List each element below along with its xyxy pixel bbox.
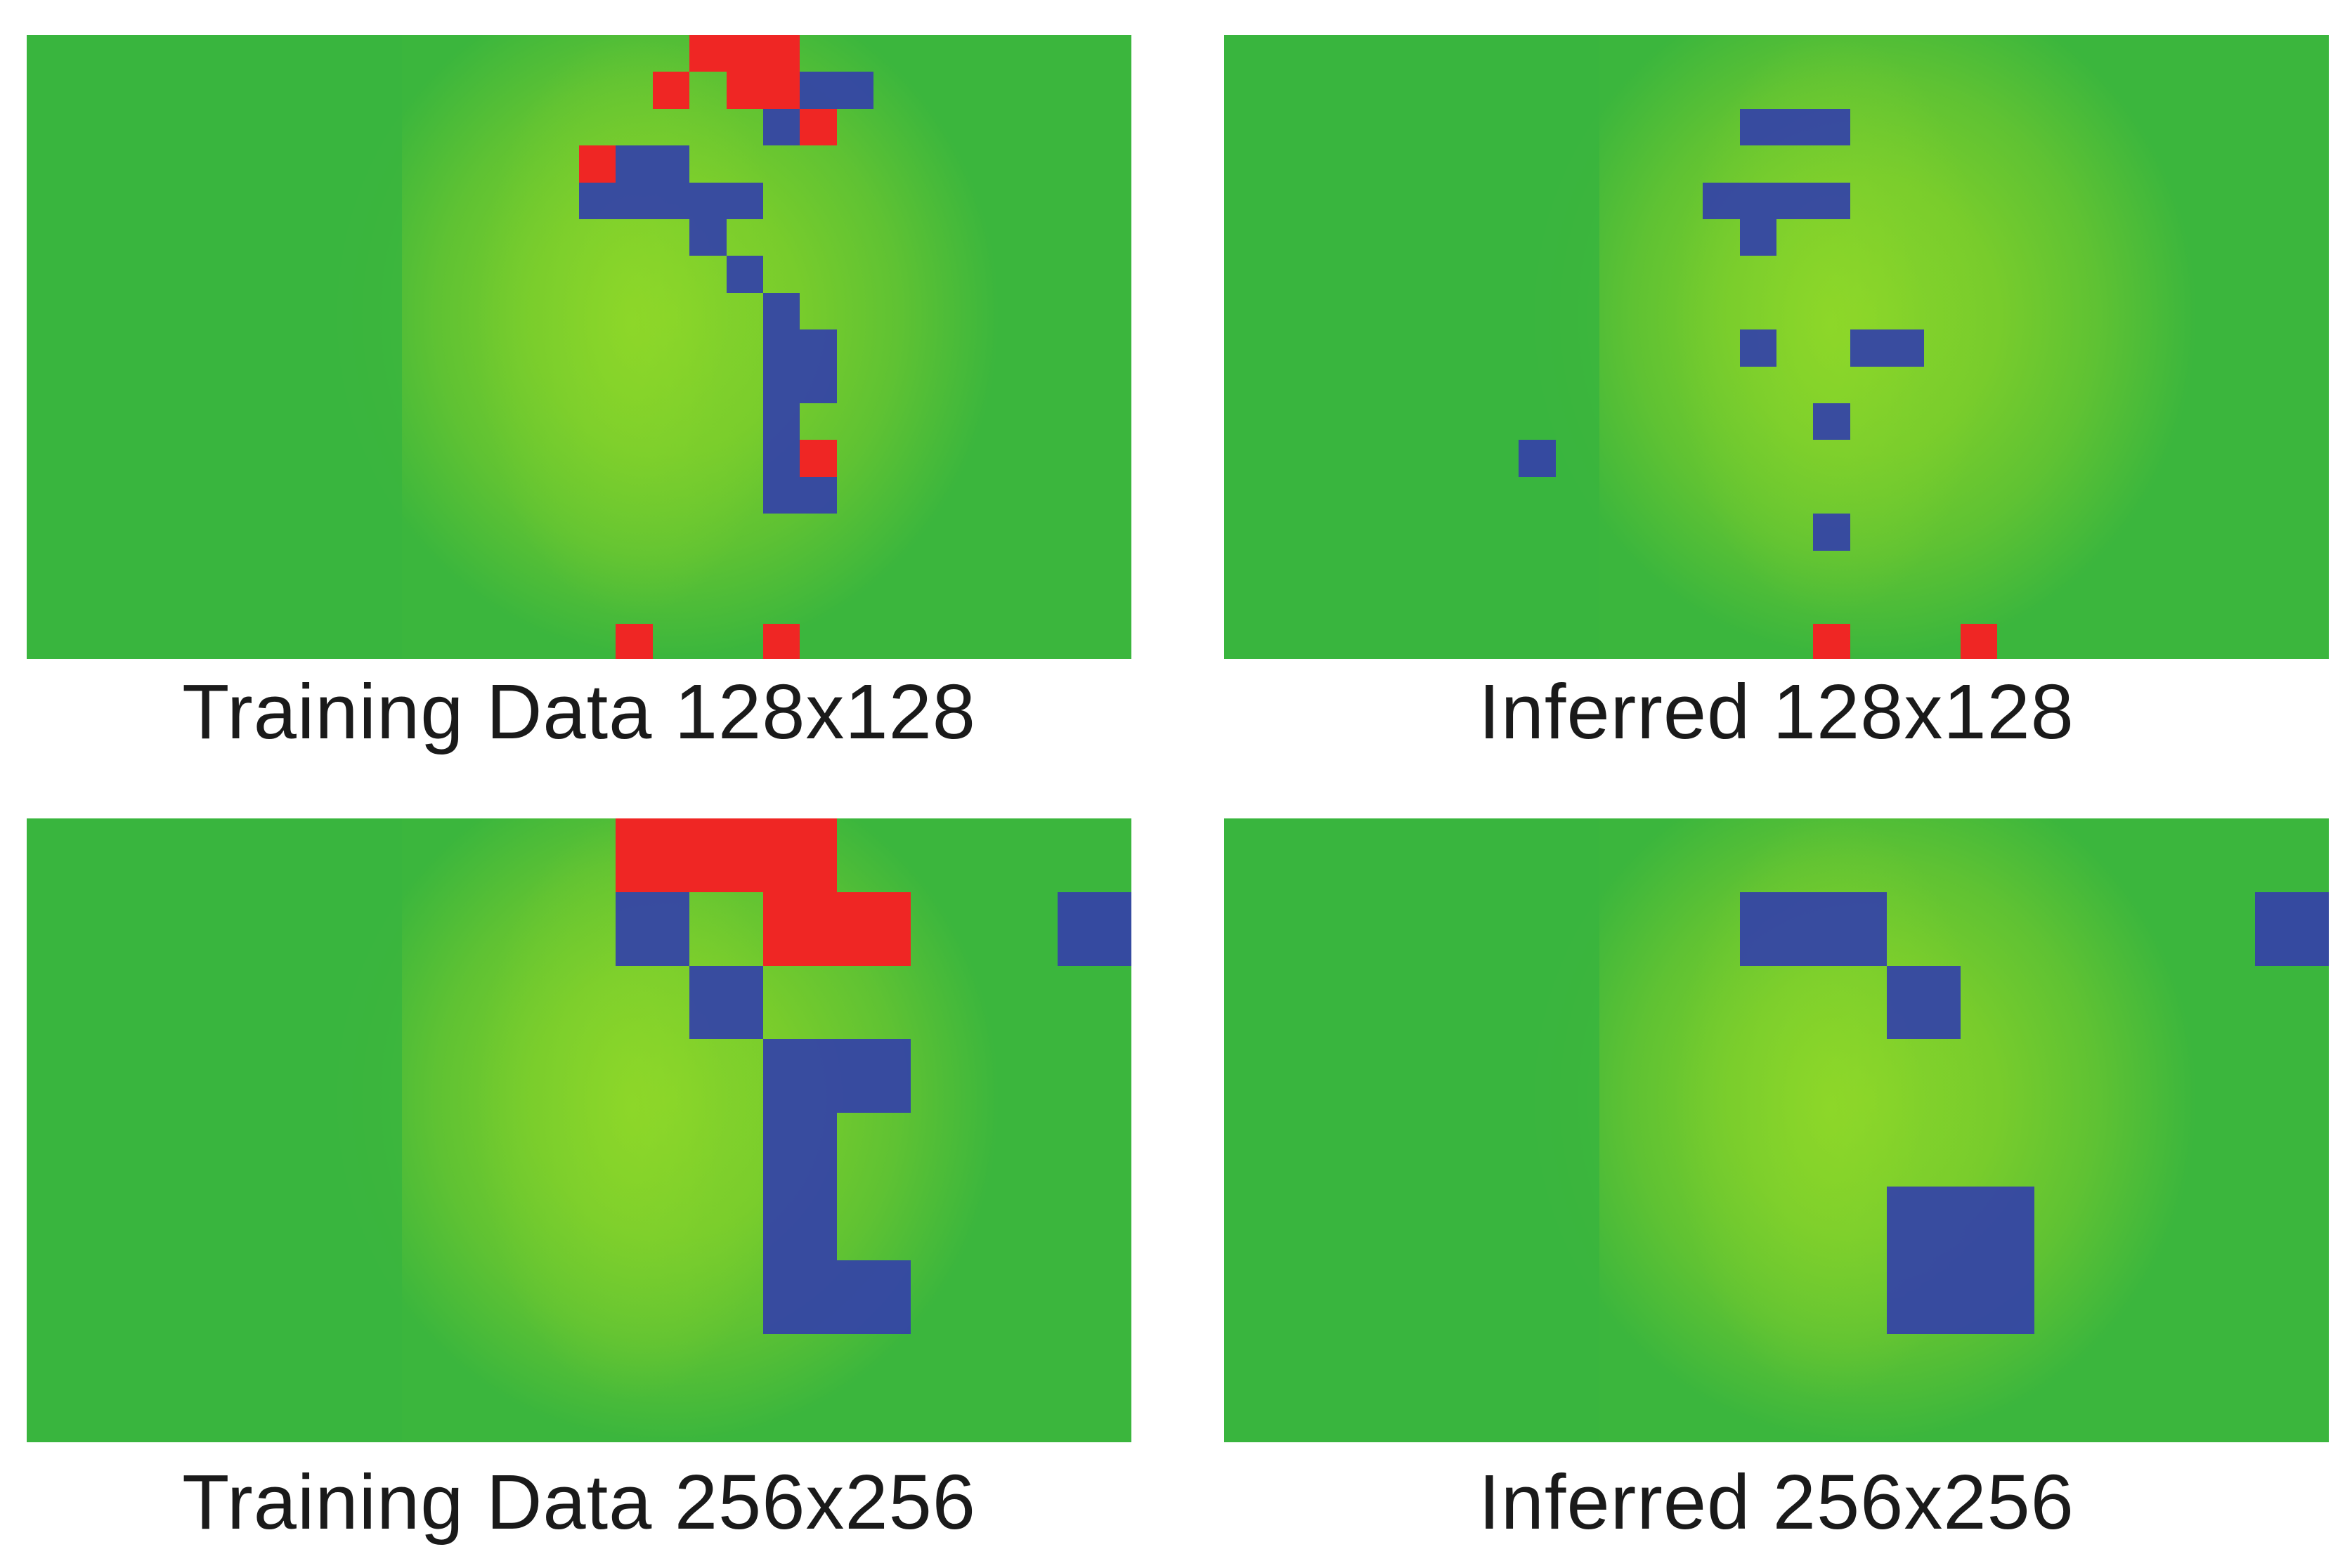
overlay-cell-blue (763, 1039, 911, 1113)
overlay-cell-red (800, 108, 837, 146)
overlay-cell-red (763, 624, 800, 659)
overlay-cell-blue (763, 476, 837, 514)
overlay-cell-blue (1703, 182, 1850, 219)
inferred-256-caption: Inferred 256x256 (1479, 1459, 2074, 1546)
inferred-128-grid (1224, 35, 2329, 659)
inferred-256-grid (1224, 818, 2329, 1442)
overlay-cell-blue (1850, 329, 1924, 367)
overlay-cell-red (726, 72, 800, 109)
overlay-cell-blue (1739, 219, 1776, 256)
overlay-cell-red (1961, 624, 1998, 659)
training-256-grid (27, 818, 1131, 1442)
overlay-cell-blue (2255, 891, 2329, 966)
training-128-image (27, 35, 1131, 659)
overlay-cell-blue (1813, 403, 1850, 440)
overlay-cell-blue (800, 72, 874, 109)
overlay-cell-blue (1519, 440, 1556, 477)
training-128-grid (27, 35, 1131, 659)
overlay-cell-red (616, 624, 653, 659)
inferred-256-image (1224, 818, 2329, 1442)
training-256-caption: Training Data 256x256 (182, 1459, 976, 1546)
overlay-cell-blue (763, 329, 837, 403)
overlay-cell-blue (579, 182, 763, 219)
overlay-cell-blue (1887, 965, 1961, 1040)
overlay-cell-red (616, 818, 837, 892)
overlay-cell-blue (763, 1113, 837, 1260)
overlay-cell-red (1813, 624, 1850, 659)
overlay-cell-red (579, 145, 616, 183)
overlay-cell-red (763, 891, 911, 966)
overlay-cell-red (652, 72, 690, 109)
overlay-cell-blue (1058, 891, 1131, 966)
overlay-cell-blue (763, 292, 800, 330)
overlay-cell-blue (689, 219, 727, 256)
overlay-cell-blue (726, 256, 763, 293)
inferred-128-caption: Inferred 128x128 (1479, 669, 2074, 755)
overlay-cell-red (800, 440, 837, 477)
training-256-image (27, 818, 1131, 1442)
overlay-cell-blue (1739, 329, 1776, 367)
overlay-cell-blue (1739, 108, 1850, 146)
overlay-cell-blue (763, 440, 800, 477)
overlay-cell-blue (689, 965, 763, 1040)
overlay-cell-blue (1739, 891, 1888, 966)
overlay-cell-blue (763, 1260, 911, 1334)
overlay-cell-blue (616, 145, 690, 183)
overlay-cell-blue (616, 891, 690, 966)
training-128-caption: Training Data 128x128 (182, 669, 976, 755)
overlay-cell-blue (1813, 514, 1850, 551)
overlay-cell-blue (763, 108, 800, 146)
overlay-cell-blue (1887, 1187, 2034, 1334)
overlay-cell-red (689, 35, 800, 72)
overlay-cell-blue (763, 403, 800, 440)
inferred-128-image (1224, 35, 2329, 659)
